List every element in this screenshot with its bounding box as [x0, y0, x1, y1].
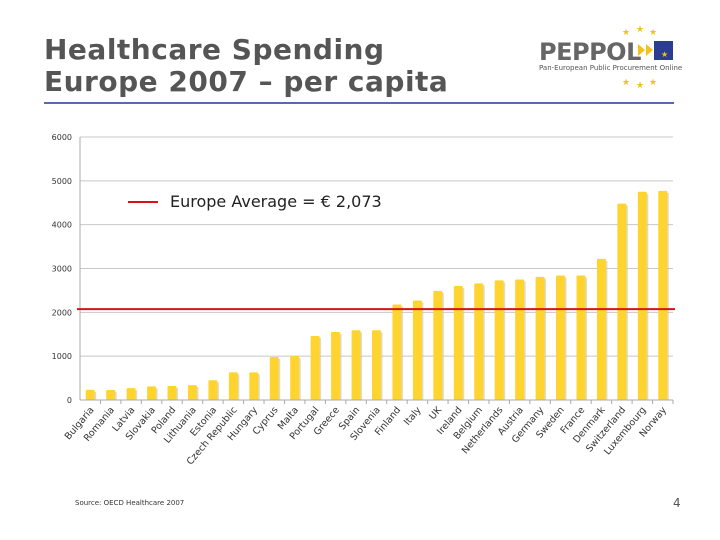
- logo-subtitle: Pan-European Public Procurement Online: [539, 64, 683, 72]
- y-tick-label: 5000: [52, 177, 72, 186]
- y-tick-label: 6000: [52, 133, 72, 142]
- bar-bulgaria: [85, 389, 95, 400]
- bar-lithuania: [187, 385, 197, 400]
- bar-finland: [392, 304, 402, 400]
- bar-italy: [412, 300, 422, 400]
- bar-latvia: [126, 388, 136, 400]
- legend-label: Europe Average = € 2,073: [170, 192, 382, 211]
- bar-belgium: [474, 283, 484, 400]
- title-line-1: Healthcare Spending: [44, 33, 385, 66]
- bar-slovenia: [372, 330, 381, 400]
- bar-romania: [106, 389, 116, 400]
- bar-switzerland: [617, 203, 627, 400]
- bar-estonia: [208, 380, 218, 400]
- slide-title: Healthcare Spending Europe 2007 – per ca…: [44, 34, 448, 98]
- bar-spain: [351, 330, 361, 400]
- y-tick-label: 0: [67, 396, 72, 405]
- bar-slovakia: [147, 386, 157, 400]
- y-tick-label: 1000: [52, 352, 72, 361]
- bar-norway: [658, 190, 668, 400]
- svg-text:★: ★: [649, 28, 657, 38]
- bar-austria: [515, 279, 525, 400]
- svg-text:★: ★: [622, 78, 630, 88]
- logo-name: PEPPOL: [539, 38, 641, 66]
- bar-denmark: [596, 258, 606, 400]
- bar-hungary: [249, 372, 259, 400]
- svg-text:★: ★: [636, 81, 644, 90]
- title-divider: [44, 102, 674, 104]
- x-tick-label: Italy: [402, 405, 424, 428]
- bar-ireland: [453, 286, 463, 400]
- title-line-2: Europe 2007 – per capita: [44, 65, 449, 98]
- bar-greece: [331, 332, 341, 400]
- bar-malta: [290, 356, 300, 400]
- y-tick-label: 4000: [52, 221, 72, 230]
- peppol-logo: ★ ★ ★ ★ ★ ★ ★ PEPPOL Pan-European Public Pro…: [536, 24, 683, 90]
- bar-cyprus: [269, 357, 279, 400]
- svg-text:★: ★: [622, 28, 630, 38]
- bar-poland: [167, 385, 177, 400]
- bar-netherlands: [494, 280, 504, 400]
- source-note: Source: OECD Healthcare 2007: [75, 499, 185, 507]
- svg-text:★: ★: [661, 50, 668, 59]
- svg-text:★: ★: [636, 25, 644, 35]
- bar-uk: [433, 290, 443, 400]
- y-tick-label: 3000: [52, 265, 72, 274]
- bar-czech-republic: [228, 372, 238, 400]
- bar-germany: [535, 276, 545, 400]
- page-number: 4: [673, 496, 681, 510]
- x-tick-label: UK: [427, 404, 444, 422]
- bar-france: [576, 275, 586, 400]
- bar-luxembourg: [637, 191, 647, 400]
- bar-portugal: [310, 336, 320, 400]
- svg-text:★: ★: [649, 78, 657, 88]
- bar-sweden: [556, 275, 566, 400]
- y-tick-label: 2000: [52, 308, 72, 317]
- eu-stars-icon: ★ ★ ★ ★ ★ ★ ★: [622, 25, 673, 90]
